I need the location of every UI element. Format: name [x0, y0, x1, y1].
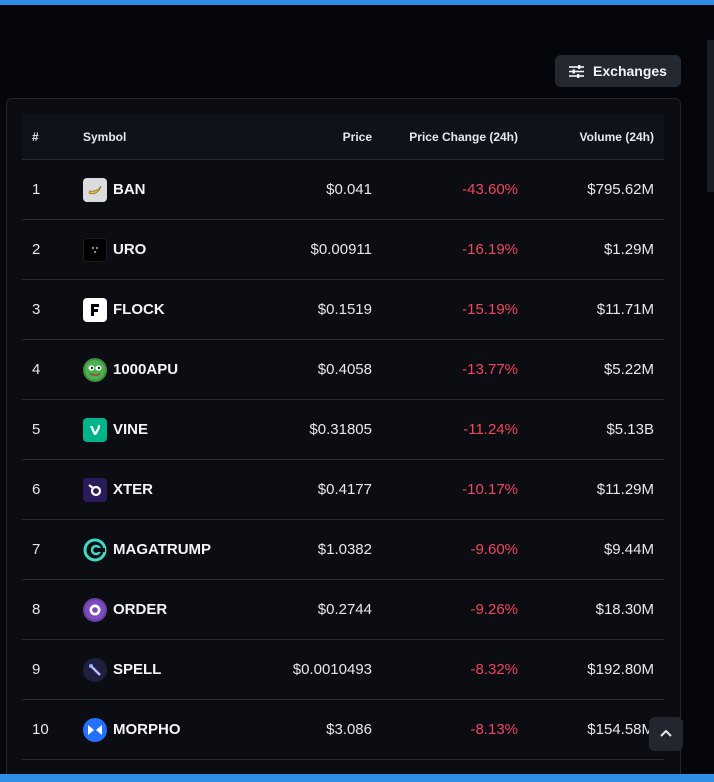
price-cell: $1.0382	[317, 541, 372, 558]
rank-cell: 5	[32, 421, 41, 438]
header-rank[interactable]: #	[32, 129, 39, 144]
scrollbar-track[interactable]	[707, 40, 714, 192]
header-price-change[interactable]: Price Change (24h)	[409, 129, 518, 144]
bottom-accent-bar	[0, 774, 714, 782]
table-row[interactable]: 9 SPELL $0.0010493 -8.32% $192.80M	[22, 640, 664, 700]
change-cell: -43.60%	[462, 181, 518, 198]
table-row[interactable]: 10 MORPHO $3.086 -8.13% $154.58M	[22, 700, 664, 760]
price-cell: $0.2744	[317, 601, 372, 618]
symbol-name[interactable]: 1000APU	[113, 361, 179, 378]
symbol-name[interactable]: URO	[113, 241, 147, 258]
rank-cell: 10	[32, 721, 49, 738]
symbol-name[interactable]: XTER	[113, 481, 154, 498]
rank-cell: 6	[32, 481, 41, 498]
uro-icon	[83, 237, 107, 262]
sliders-icon	[569, 64, 585, 78]
volume-cell: $154.58M	[587, 721, 654, 738]
volume-cell: $18.30M	[595, 601, 654, 618]
change-cell: -9.26%	[470, 601, 518, 618]
morpho-icon	[83, 717, 107, 742]
coin-table: # Symbol Price Price Change (24h) Volume…	[22, 114, 664, 760]
volume-cell: $795.62M	[587, 181, 654, 198]
change-cell: -15.19%	[462, 301, 518, 318]
change-cell: -8.13%	[470, 721, 518, 738]
apu-frog-icon	[83, 357, 107, 382]
table-row[interactable]: 2 URO $0.00911 -16.19% $1.29M	[22, 220, 664, 280]
price-cell: $0.00911	[310, 241, 372, 258]
symbol-name[interactable]: MAGATRUMP	[113, 541, 212, 558]
exchanges-label: Exchanges	[593, 63, 667, 79]
change-cell: -10.17%	[462, 481, 518, 498]
symbol-name[interactable]: BAN	[113, 181, 146, 198]
table-row[interactable]: 1 BAN $0.041 -43.60% $795.62M	[22, 160, 664, 220]
change-cell: -13.77%	[462, 361, 518, 378]
price-cell: $3.086	[326, 721, 372, 738]
symbol-name[interactable]: ORDER	[113, 601, 168, 618]
change-cell: -9.60%	[470, 541, 518, 558]
volume-cell: $9.44M	[603, 541, 654, 558]
price-cell: $0.1519	[317, 301, 372, 318]
flock-icon	[83, 297, 107, 322]
top-accent-bar	[0, 0, 714, 5]
header-price[interactable]: Price	[342, 129, 372, 144]
symbol-name[interactable]: FLOCK	[113, 301, 165, 318]
exchanges-filter-button[interactable]: Exchanges	[555, 55, 681, 87]
rank-cell: 1	[32, 181, 41, 198]
table-row[interactable]: 5 VINE $0.31805 -11.24% $5.13B	[22, 400, 664, 460]
header-volume[interactable]: Volume (24h)	[579, 129, 654, 144]
change-cell: -8.32%	[470, 661, 518, 678]
symbol-name[interactable]: MORPHO	[113, 721, 181, 738]
header-symbol[interactable]: Symbol	[83, 129, 127, 144]
table-row[interactable]: 6 XTER $0.4177 -10.17% $11.29M	[22, 460, 664, 520]
table-header: # Symbol Price Price Change (24h) Volume…	[22, 114, 664, 160]
volume-cell: $1.29M	[603, 241, 654, 258]
rank-cell: 7	[32, 541, 41, 558]
gainers-losers-panel	[6, 98, 681, 782]
rank-cell: 8	[32, 601, 41, 618]
price-cell: $0.4177	[317, 481, 372, 498]
price-cell: $0.4058	[317, 361, 372, 378]
symbol-name[interactable]: SPELL	[113, 661, 162, 678]
price-cell: $0.31805	[309, 421, 372, 438]
magatrump-icon	[83, 538, 107, 562]
rank-cell: 4	[32, 361, 41, 378]
table-row[interactable]: 4 1000APU $0.4058 -13.77% $5.22M	[22, 340, 664, 400]
change-cell: -16.19%	[462, 241, 518, 258]
vine-icon	[83, 417, 107, 442]
table-row[interactable]: 8 ORDER $0.2744 -9.26% $18.30M	[22, 580, 664, 640]
rank-cell: 3	[32, 301, 41, 318]
table-row[interactable]: 3 FLOCK $0.1519 -15.19% $11.71M	[22, 280, 664, 340]
volume-cell: $11.29M	[596, 481, 654, 498]
volume-cell: $11.71M	[596, 301, 654, 318]
table-row[interactable]: 7 MAGATRUMP $1.0382 -9.60% $9.44M	[22, 520, 664, 580]
xter-icon	[83, 477, 107, 502]
rank-cell: 2	[32, 241, 41, 258]
rank-cell: 9	[32, 661, 41, 678]
scroll-to-top-button[interactable]	[649, 717, 683, 751]
volume-cell: $5.22M	[603, 361, 654, 378]
chevron-up-icon	[659, 725, 673, 743]
change-cell: -11.24%	[463, 421, 518, 438]
price-cell: $0.0010493	[292, 661, 372, 678]
spell-icon	[83, 657, 107, 682]
banana-icon	[83, 177, 107, 202]
volume-cell: $192.80M	[587, 661, 654, 678]
order-icon	[83, 597, 107, 622]
symbol-name[interactable]: VINE	[113, 421, 149, 438]
price-cell: $0.041	[326, 181, 372, 198]
volume-cell: $5.13B	[606, 421, 654, 438]
